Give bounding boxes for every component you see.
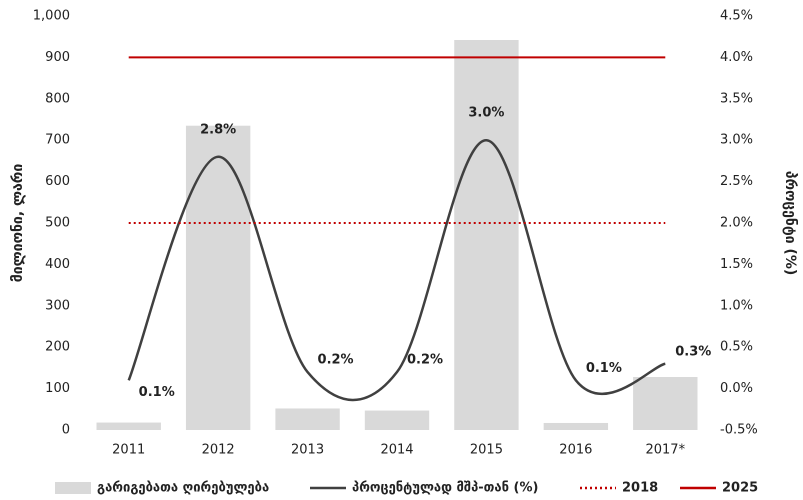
- y-tick-label: 100: [45, 381, 70, 396]
- y-tick-label: 0: [62, 423, 70, 438]
- bar: [364, 410, 430, 430]
- data-label: 0.1%: [139, 385, 175, 400]
- legend-swatch: [55, 482, 91, 494]
- legend-label: გარიგებათა ღირებულება: [97, 481, 269, 496]
- bar: [543, 422, 609, 430]
- y2-tick-label: 3.5%: [720, 91, 753, 106]
- y2-axis-label: პროცენტი (%): [782, 171, 798, 276]
- line: [127, 138, 666, 402]
- data-label: 0.1%: [586, 361, 622, 376]
- y2-tick-label: 1.5%: [720, 257, 753, 272]
- y-tick-label: 900: [45, 50, 70, 65]
- x-tick-label: 2013: [291, 443, 324, 458]
- y2-tick-label: 1.0%: [720, 298, 753, 313]
- data-label: 3.0%: [468, 106, 504, 121]
- y2-tick-label: 4.0%: [720, 50, 753, 65]
- data-label: 0.2%: [318, 353, 354, 368]
- bar: [633, 377, 698, 430]
- y-tick-label: 600: [45, 174, 70, 189]
- x-tick-label: 2017*: [645, 443, 685, 458]
- bar: [96, 422, 161, 430]
- y-tick-label: 700: [45, 133, 70, 148]
- y-tick-label: 200: [45, 340, 70, 355]
- y2-tick-label: 2.5%: [720, 174, 753, 189]
- y-tick-label: 1,000: [33, 9, 70, 24]
- y2-tick-label: 3.0%: [720, 133, 753, 148]
- y-tick-label: 400: [45, 257, 70, 272]
- legend-label: 2018: [622, 481, 658, 496]
- bar: [275, 408, 340, 430]
- y2-tick-label: 2.0%: [720, 216, 753, 231]
- y-tick-label: 300: [45, 298, 70, 313]
- y2-tick-label: 0.0%: [720, 381, 753, 396]
- y-tick-label: 800: [45, 91, 70, 106]
- x-tick-label: 2016: [559, 443, 592, 458]
- data-label: 2.8%: [200, 122, 236, 137]
- y2-tick-label: 4.5%: [720, 9, 753, 24]
- x-tick-label: 2012: [202, 443, 235, 458]
- legend-label: პროცენტულად მშპ-თან (%): [352, 481, 538, 496]
- x-tick-label: 2014: [380, 443, 413, 458]
- x-tick-label: 2011: [112, 443, 145, 458]
- data-label: 0.3%: [675, 344, 711, 359]
- legend-label: 2025: [722, 481, 758, 496]
- bar: [454, 40, 519, 431]
- bar: [185, 125, 251, 431]
- y2-tick-label: 0.5%: [720, 340, 753, 355]
- data-label: 0.2%: [407, 353, 443, 368]
- x-tick-label: 2015: [470, 443, 503, 458]
- y-axis-label: მილიონი, ლარი: [10, 164, 26, 283]
- y-tick-label: 500: [45, 216, 70, 231]
- y2-tick-label: -0.5%: [720, 423, 758, 438]
